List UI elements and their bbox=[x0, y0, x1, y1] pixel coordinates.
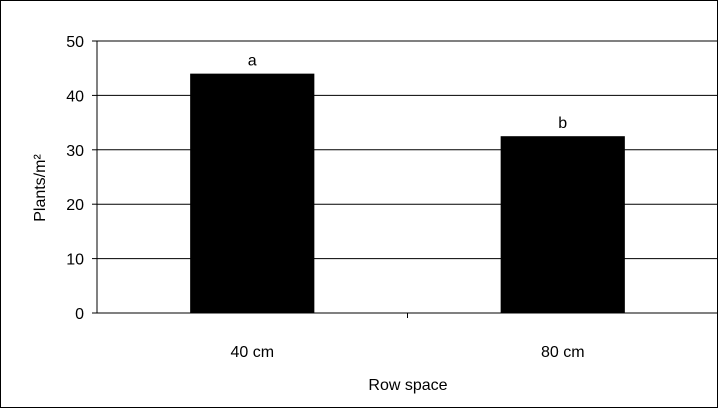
bar bbox=[190, 73, 315, 313]
y-tick-label: 20 bbox=[66, 197, 84, 214]
y-tick-label: 0 bbox=[75, 306, 84, 323]
x-axis-title: Row space bbox=[368, 377, 447, 394]
x-tick-label: 40 cm bbox=[230, 344, 274, 361]
y-axis-title: Plants/m² bbox=[32, 154, 49, 222]
bar bbox=[500, 136, 625, 313]
bar-significance-label: b bbox=[558, 115, 567, 132]
y-tick-label: 10 bbox=[66, 252, 84, 269]
y-tick-label: 50 bbox=[66, 34, 84, 51]
x-tick-label: 80 cm bbox=[541, 344, 585, 361]
y-tick-label: 40 bbox=[66, 88, 84, 105]
labels: 0 10 20 30 40 50 40 cm a 80 cm b bbox=[66, 34, 584, 361]
bars bbox=[190, 73, 625, 313]
axes bbox=[92, 40, 718, 318]
bar-significance-label: a bbox=[248, 53, 257, 70]
y-tick-label: 30 bbox=[66, 143, 84, 160]
